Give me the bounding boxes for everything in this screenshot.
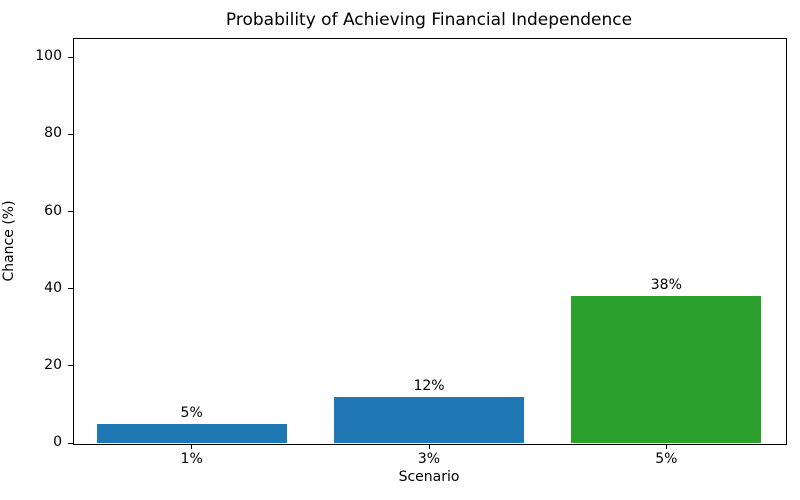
bar-value-label: 12% bbox=[413, 377, 445, 394]
y-axis-tick-mark bbox=[68, 288, 73, 290]
x-axis-tick-label: 1% bbox=[180, 451, 203, 467]
bar-3pct bbox=[334, 396, 524, 443]
bar-5pct bbox=[571, 296, 762, 443]
y-axis-tick-mark bbox=[68, 56, 73, 58]
y-axis-tick-label: 40 bbox=[44, 279, 62, 296]
x-axis-tick-mark bbox=[191, 444, 193, 449]
y-axis-tick-label: 60 bbox=[44, 202, 62, 219]
y-axis-tick-label: 100 bbox=[35, 48, 62, 65]
bar-value-label: 38% bbox=[650, 277, 682, 294]
bar-1pct bbox=[96, 423, 287, 443]
x-axis-tick-mark bbox=[665, 444, 667, 449]
x-axis-label: Scenario bbox=[398, 469, 460, 485]
y-axis-tick-label: 0 bbox=[53, 434, 62, 450]
x-axis-tick-mark bbox=[428, 444, 430, 449]
x-axis-tick-label: 5% bbox=[655, 451, 678, 467]
y-axis-tick-mark bbox=[68, 211, 73, 213]
x-axis-tick-label: 3% bbox=[417, 451, 441, 467]
y-axis-tick-mark bbox=[68, 133, 73, 135]
y-axis-tick-label: 20 bbox=[44, 356, 62, 373]
bar-value-label: 5% bbox=[180, 404, 203, 421]
chart-title: Probability of Achieving Financial Indep… bbox=[225, 10, 633, 30]
y-axis-tick-mark bbox=[68, 365, 73, 367]
y-axis-tick-mark bbox=[68, 442, 73, 444]
y-axis-tick-label: 80 bbox=[44, 125, 62, 142]
